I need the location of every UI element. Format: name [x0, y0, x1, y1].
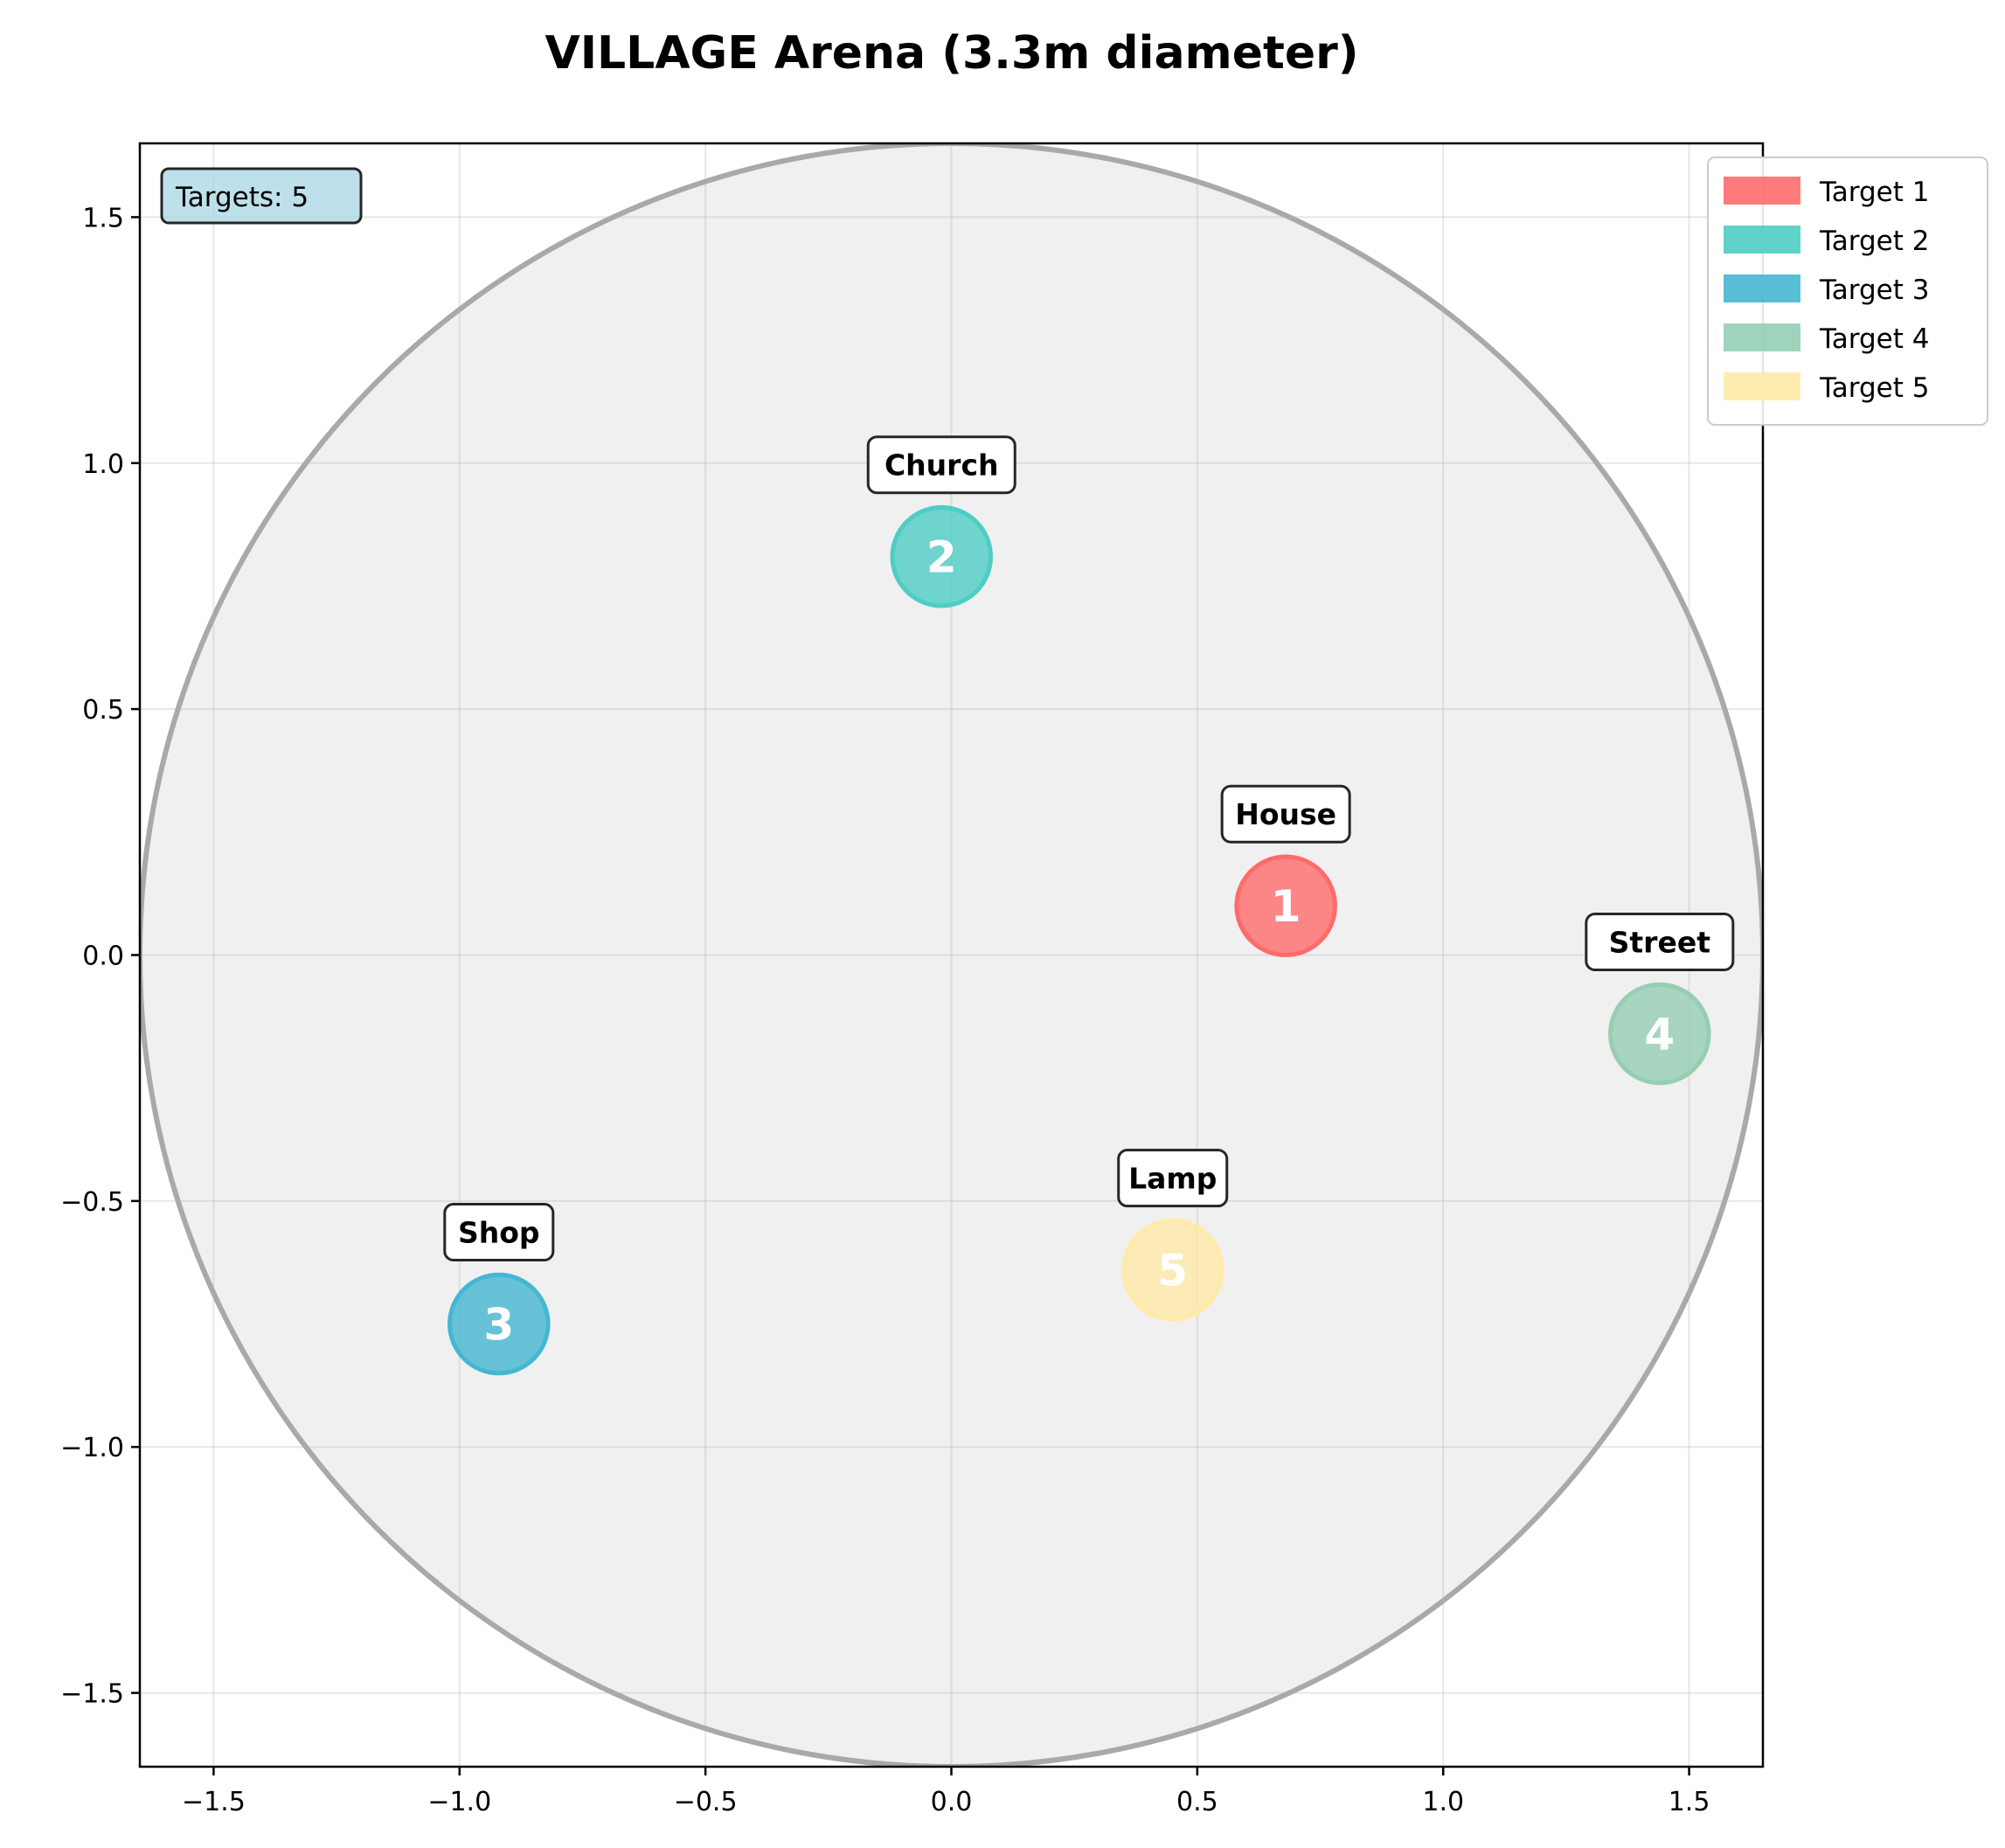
legend-swatch-5 [1724, 372, 1800, 400]
target-label-box-3 [443, 1203, 555, 1262]
y-tick-label: −1.0 [60, 1433, 124, 1463]
target-marker-2 [890, 504, 994, 608]
plot-area: 1 House 2 Church 3 Shop 4 Street 5 Lamp Targets: 5… [60, 142, 1765, 1817]
target-number-1: 1 [1271, 881, 1301, 932]
legend-swatch-2 [1724, 226, 1800, 254]
target-label-3: Shop [458, 1216, 540, 1250]
target-label-4: Street [1609, 926, 1711, 960]
legend: Target 1 Target 2 Target 3 Target 4 Target 5 [1707, 156, 1988, 426]
legend-entry-3: Target 3 [1819, 274, 1929, 306]
target-label-5: Lamp [1128, 1162, 1217, 1196]
legend-entry-5: Target 5 [1819, 372, 1929, 404]
legend-entry-1: Target 1 [1819, 177, 1929, 208]
targets-count-text: Targets: 5 [175, 182, 309, 213]
x-tick-label: −1.0 [427, 1787, 491, 1817]
chart-title: VILLAGE Arena (3.3m diameter) [545, 27, 1358, 80]
x-tick-label: 0.0 [931, 1787, 973, 1817]
target-number-4: 4 [1644, 1010, 1675, 1060]
y-tick-label: 1.5 [82, 203, 124, 233]
y-tick-label: 0.0 [82, 941, 124, 972]
legend-swatch-1 [1724, 177, 1800, 205]
target-number-2: 2 [926, 532, 957, 583]
target-label-box-4 [1585, 913, 1735, 972]
x-tick-label: 1.0 [1422, 1787, 1464, 1817]
target-number-3: 3 [483, 1300, 514, 1351]
targets-count-box [160, 167, 363, 225]
x-tick-label: 1.5 [1669, 1787, 1710, 1817]
target-label-2: Church [885, 448, 999, 483]
legend-entry-2: Target 2 [1819, 226, 1929, 257]
arena-boundary [140, 143, 1763, 1767]
y-tick-label: 0.5 [82, 695, 124, 726]
target-number-5: 5 [1157, 1246, 1188, 1296]
legend-frame [1707, 156, 1988, 426]
target-label-1: House [1235, 797, 1336, 831]
target-label-box-1 [1220, 784, 1351, 844]
x-tick-label: −0.5 [674, 1787, 738, 1817]
legend-entry-4: Target 4 [1819, 323, 1929, 355]
legend-swatch-4 [1724, 323, 1800, 351]
y-tick-label: 1.0 [82, 449, 124, 480]
target-label-box-5 [1117, 1149, 1229, 1208]
y-tick-label: −0.5 [60, 1187, 124, 1218]
target-marker-5 [1120, 1218, 1225, 1322]
target-label-box-2 [866, 435, 1016, 495]
y-tick-label: −1.5 [60, 1679, 124, 1710]
target-marker-4 [1608, 982, 1711, 1086]
plot-content: 1 House 2 Church 3 Shop 4 Street 5 Lamp [140, 143, 1763, 1767]
legend-swatch-3 [1724, 274, 1800, 302]
x-tick-label: 0.5 [1176, 1787, 1218, 1817]
x-tick-label: −1.5 [182, 1787, 246, 1817]
target-marker-1 [1234, 854, 1337, 958]
target-marker-3 [447, 1272, 551, 1376]
